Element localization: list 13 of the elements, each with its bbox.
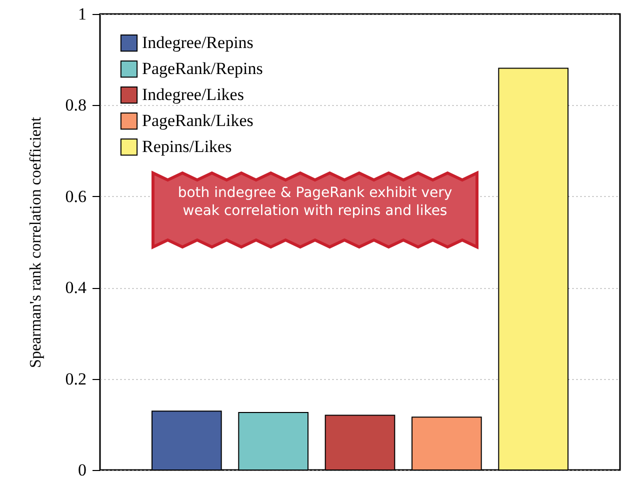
y-axis-title: Spearman's rank correlation coefficient [27, 116, 44, 368]
y-tick-label: 0.2 [65, 369, 86, 388]
legend-label: Repins/Likes [142, 137, 232, 156]
y-tick-label: 1 [78, 4, 86, 24]
annotation: both indegree & PageRank exhibit very weak correlation with repins and likes [176, 184, 454, 220]
y-tick-label: 0 [78, 460, 86, 480]
y-tick-label: 0.6 [65, 186, 86, 206]
legend-label: PageRank/Likes [142, 111, 254, 130]
legend-label: Indegree/Repins [142, 33, 254, 52]
legend-label: Indegree/Likes [142, 85, 244, 104]
legend-label: PageRank/Repins [142, 59, 263, 78]
y-tick-label: 0.8 [65, 96, 86, 115]
y-tick-label: 0.4 [65, 278, 87, 298]
